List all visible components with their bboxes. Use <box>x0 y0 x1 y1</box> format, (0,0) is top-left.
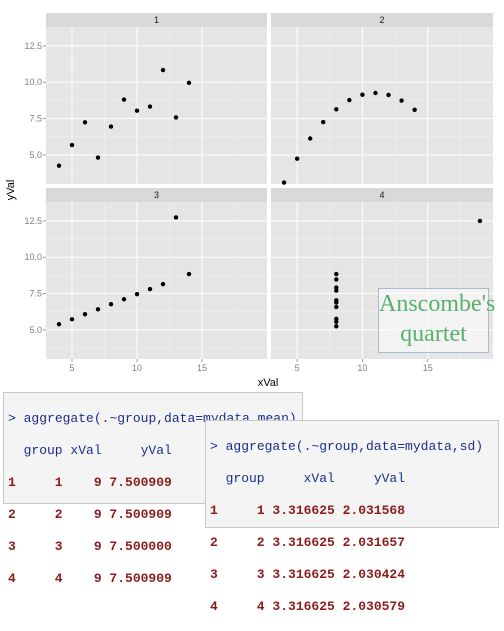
console-sd-row: 4 4 3.316625 2.030579 <box>210 599 406 614</box>
data-point <box>334 107 339 112</box>
panel-background <box>46 202 267 359</box>
data-point <box>147 286 153 292</box>
console-sd-output: > aggregate(.~group,data=mydata,sd) grou… <box>205 420 499 614</box>
y-tick-label: 10.0 <box>24 252 42 262</box>
facet-strip <box>46 188 267 202</box>
x-tick-label: 15 <box>423 363 433 373</box>
console-sd-row: 3 3 3.316625 2.030424 <box>210 567 406 582</box>
data-point <box>108 301 114 307</box>
console-mean-row: 2 2 9 7.500909 <box>8 507 172 522</box>
x-tick-label: 10 <box>132 363 142 373</box>
y-tick-label: 12.5 <box>24 216 42 226</box>
data-point <box>281 180 287 185</box>
anscombe-quartet-overlay: Anscombe's quartet <box>378 288 496 353</box>
data-point <box>321 119 326 125</box>
data-point <box>386 92 391 98</box>
data-point <box>160 281 166 287</box>
facet-panel-2: 2 <box>271 13 493 185</box>
data-point <box>147 104 153 109</box>
y-axis-title: yVal <box>5 180 17 201</box>
data-point <box>134 108 140 113</box>
data-point <box>334 300 339 305</box>
facet-strip-label: 4 <box>379 190 384 200</box>
panel-background <box>271 27 493 184</box>
facet-strip <box>271 188 493 202</box>
x-axis-title: xVal <box>258 377 279 389</box>
data-point <box>334 285 339 290</box>
console-sd-row: 2 2 3.316625 2.031657 <box>210 535 406 550</box>
x-tick-label: 5 <box>295 363 300 373</box>
data-point <box>334 324 339 329</box>
panel-background <box>46 27 267 184</box>
x-tick-label: 15 <box>197 363 207 373</box>
data-point <box>477 218 483 224</box>
data-point <box>82 120 88 125</box>
y-tick-label: 12.5 <box>24 41 42 51</box>
data-point <box>186 271 192 277</box>
data-point <box>373 90 378 96</box>
data-point <box>294 156 300 161</box>
data-point <box>307 136 313 141</box>
y-tick-label: 10.0 <box>24 77 42 87</box>
data-point <box>412 107 417 113</box>
data-point <box>160 67 166 73</box>
console-sd-row: 1 1 3.316625 2.031568 <box>210 503 406 518</box>
facet-strip <box>46 13 267 27</box>
data-point <box>334 277 339 282</box>
facet-strip-label: 2 <box>379 15 384 25</box>
console-sd-command-line: > aggregate(.~group,data=mydata,sd) <box>210 439 494 455</box>
data-point <box>108 124 114 129</box>
data-point <box>56 163 62 168</box>
console-sd-header: group xVal yVal <box>210 471 406 486</box>
data-point <box>334 319 339 324</box>
data-point <box>334 304 339 310</box>
data-point <box>186 80 192 86</box>
data-point <box>121 297 127 302</box>
data-point <box>69 317 75 322</box>
data-point <box>360 92 365 97</box>
data-point <box>334 271 339 277</box>
console-mean-header: group xVal yVal <box>8 443 172 458</box>
facet-strip-label: 1 <box>154 15 159 25</box>
console-command: aggregate(.~group,data=mydata,sd) <box>225 439 484 454</box>
data-point <box>95 307 101 312</box>
data-point <box>399 98 404 103</box>
data-point <box>173 115 179 120</box>
y-tick-label: 5.0 <box>29 150 42 160</box>
x-tick-label: 10 <box>357 363 367 373</box>
data-point <box>82 312 88 317</box>
facet-strip <box>271 13 493 27</box>
data-point <box>134 291 140 297</box>
console-prompt: > <box>8 411 16 426</box>
data-point <box>173 215 179 220</box>
overlay-line-2: quartet <box>400 321 467 347</box>
console-mean-row: 1 1 9 7.500909 <box>8 475 172 490</box>
overlay-line-1: Anscombe's <box>379 291 496 317</box>
data-point <box>95 155 101 160</box>
y-tick-label: 7.5 <box>29 114 42 124</box>
data-point <box>347 97 352 103</box>
data-point <box>69 142 75 148</box>
console-prompt: > <box>210 439 218 454</box>
facet-strip-label: 3 <box>154 190 159 200</box>
data-point <box>56 322 62 327</box>
facet-panel-1: 1 5.0 7.5 10.0 12.5 <box>24 13 267 184</box>
x-tick-label: 5 <box>69 363 74 373</box>
y-tick-label: 5.0 <box>29 325 42 335</box>
data-point <box>121 97 127 102</box>
facet-panel-3: 3 5.0 7.5 10.0 12.5 5 10 15 <box>24 188 267 373</box>
y-tick-label: 7.5 <box>29 289 42 299</box>
